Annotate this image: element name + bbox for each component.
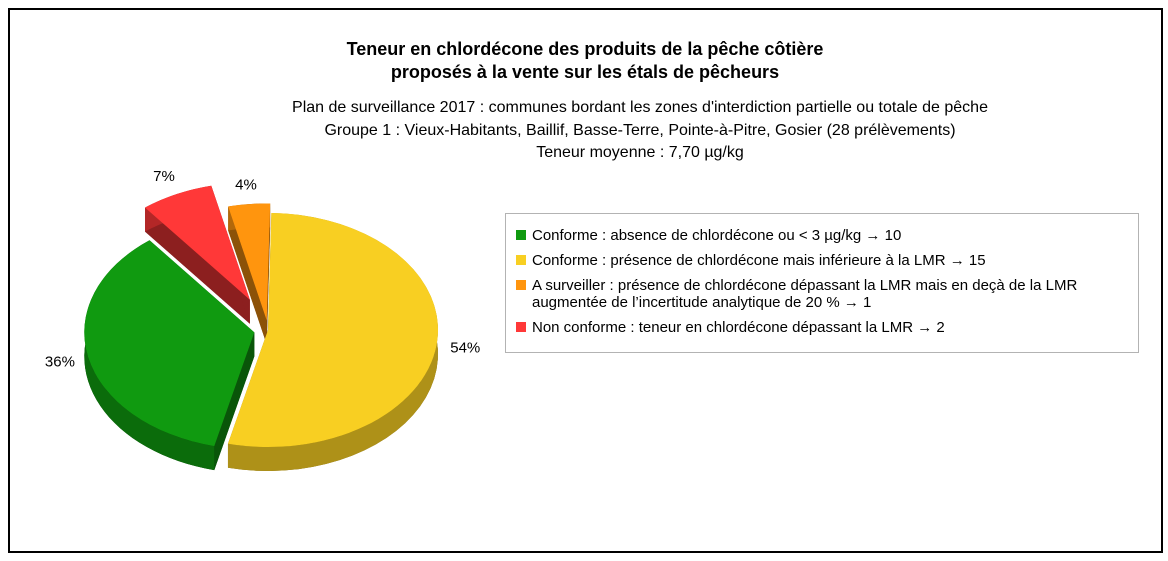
slice <box>227 213 438 447</box>
data-label: 36% <box>45 353 75 370</box>
slice <box>84 240 255 447</box>
subtitle: Teneur moyenne : 7,70 µg/kg <box>536 144 744 161</box>
chart-title: Teneur en chlordécone des produits de la… <box>347 39 824 59</box>
subtitle: Plan de surveillance 2017 : communes bor… <box>292 99 988 116</box>
slice-edge <box>228 206 267 345</box>
legend-label: Conforme : présence de chlordécone mais … <box>532 252 986 269</box>
legend-swatch <box>516 280 526 290</box>
legend-label: A surveiller : présence de chlordécone d… <box>532 277 1078 311</box>
legend: Conforme : absence de chlordécone ou < 3… <box>505 213 1139 353</box>
slice-edge <box>214 332 255 471</box>
legend-swatch <box>516 255 526 265</box>
data-label: 54% <box>450 340 480 357</box>
legend-swatch <box>516 322 526 332</box>
slice-edge <box>145 207 250 324</box>
legend-swatch <box>516 230 526 240</box>
subtitle: Groupe 1 : Vieux-Habitants, Baillif, Bas… <box>324 122 955 139</box>
slice-edge <box>266 203 271 345</box>
data-label: 7% <box>153 168 175 185</box>
frame <box>8 8 1163 553</box>
legend-item: Non conforme : teneur en chlordécone dép… <box>516 319 1130 336</box>
chart-title: proposés à la vente sur les étals de pêc… <box>391 62 779 82</box>
legend-item: Conforme : présence de chlordécone mais … <box>516 252 1130 269</box>
data-label: 4% <box>235 176 257 193</box>
legend-item: A surveiller : présence de chlordécone d… <box>516 277 1130 311</box>
slice-side <box>84 240 215 471</box>
slice <box>228 203 271 321</box>
legend-label: Conforme : absence de chlordécone ou < 3… <box>532 227 902 244</box>
legend-label: Non conforme : teneur en chlordécone dép… <box>532 319 945 336</box>
legend-item: Conforme : absence de chlordécone ou < 3… <box>516 227 1130 244</box>
slice <box>145 185 250 300</box>
